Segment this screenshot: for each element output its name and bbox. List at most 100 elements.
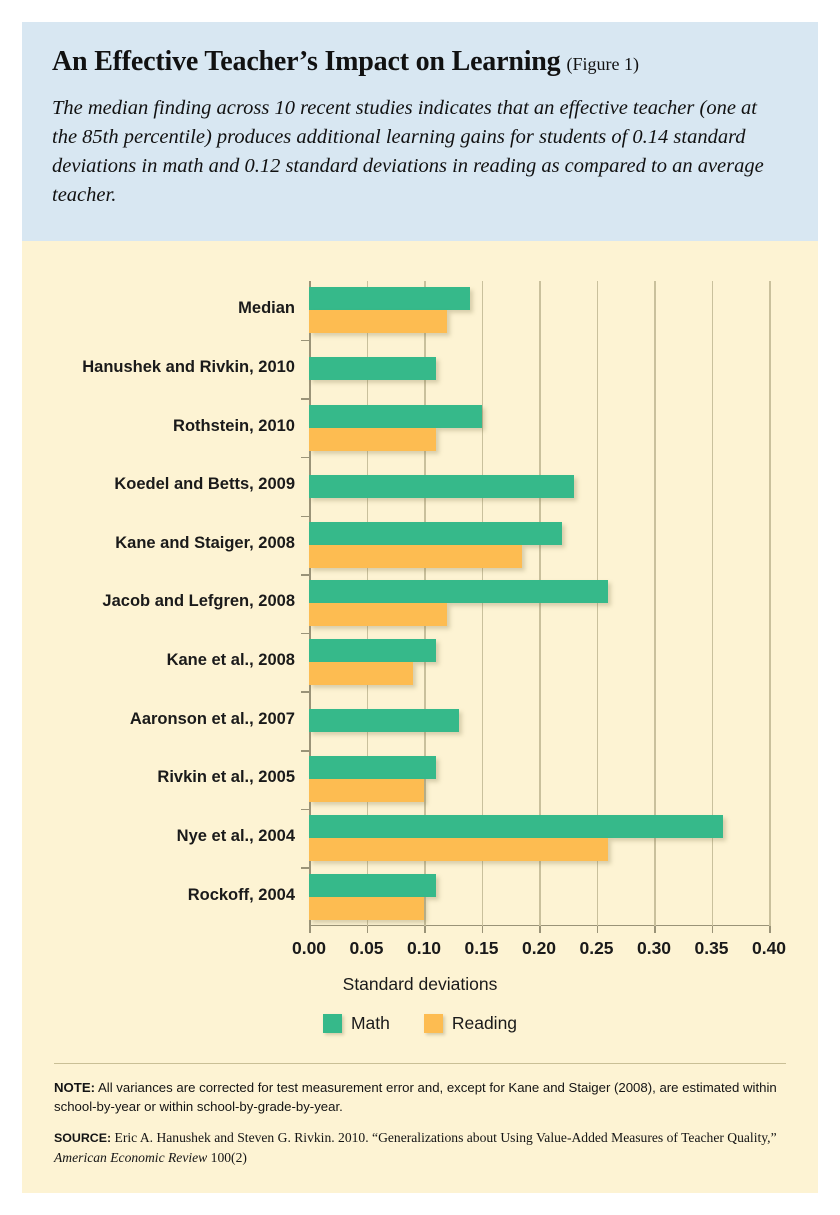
legend-item-math: Math <box>322 1013 390 1034</box>
x-tick-label: 0.20 <box>521 938 557 958</box>
footer-divider <box>54 1062 786 1064</box>
note-label: NOTE: <box>54 1079 96 1095</box>
x-tick-label: 0.00 <box>291 938 327 958</box>
x-axis-title: Standard deviations <box>342 974 498 994</box>
bar-reading <box>309 896 424 920</box>
legend-label-reading: Reading <box>451 1013 518 1033</box>
chart-row: Nye et al., 2004 <box>177 808 818 868</box>
chart-legend: Math Reading <box>22 1013 818 1034</box>
x-tick <box>596 926 598 933</box>
chart-row: Rothstein, 2010 <box>173 398 818 457</box>
category-label: Rothstein, 2010 <box>173 416 295 435</box>
bar-math <box>309 709 459 733</box>
y-tick <box>301 398 309 400</box>
bar-math <box>309 873 436 897</box>
chart-row: Jacob and Lefgren, 2008 <box>102 574 818 633</box>
category-label: Rockoff, 2004 <box>187 885 295 904</box>
category-label: Aaronson et al., 2007 <box>129 709 295 728</box>
title-text: An Effective Teacher’s Impact on Learnin… <box>52 46 561 77</box>
bar-math <box>309 474 574 498</box>
y-tick <box>301 632 309 635</box>
bar-reading <box>309 838 608 862</box>
chart-row: Hanushek and Rivkin, 2010 <box>82 339 818 399</box>
y-tick <box>301 691 309 693</box>
category-label: Rivkin et al., 2005 <box>157 768 295 787</box>
source-journal: American Economic Review <box>54 1149 208 1165</box>
chart-row: Rivkin et al., 2005 <box>157 750 818 809</box>
bar-reading <box>309 779 424 803</box>
bar-reading <box>309 662 413 686</box>
bar-math <box>309 756 436 780</box>
chart-row: Rockoff, 2004 <box>188 867 818 926</box>
x-tick <box>481 926 483 933</box>
bar-math <box>309 815 723 839</box>
legend-swatch-reading <box>423 1014 443 1033</box>
gridline <box>481 281 483 926</box>
page-title: An Effective Teacher’s Impact on Learnin… <box>52 46 788 78</box>
gridline <box>654 281 656 926</box>
bar-math <box>309 639 436 663</box>
figure-footer: NOTE: All variances are corrected for te… <box>22 1062 818 1193</box>
category-label: Kane and Staiger, 2008 <box>115 533 295 552</box>
chart-row: Median <box>238 281 818 340</box>
y-tick <box>301 808 309 811</box>
category-label: Koedel and Betts, 2009 <box>114 475 295 494</box>
category-label: Median <box>238 299 295 318</box>
x-tick <box>539 926 541 933</box>
bar-math <box>309 357 436 381</box>
figure-panel: An Effective Teacher’s Impact on Learnin… <box>22 22 818 1193</box>
bar-reading <box>309 427 436 451</box>
note-text: NOTE: All variances are corrected for te… <box>54 1078 786 1116</box>
bar-reading <box>309 544 522 568</box>
legend-label-math: Math <box>350 1013 390 1033</box>
gridline <box>711 281 713 926</box>
y-tick <box>301 750 309 752</box>
chart-row: Kane et al., 2008 <box>167 632 818 692</box>
bar-math <box>309 287 470 311</box>
x-tick-label: 0.10 <box>406 938 442 958</box>
y-tick <box>301 574 309 576</box>
gridline <box>539 281 541 926</box>
legend-item-reading: Reading <box>423 1013 518 1034</box>
source-body-1: Eric A. Hanushek and Steven G. Rivkin. 2… <box>111 1130 777 1146</box>
bar-reading <box>309 310 447 334</box>
gridline <box>769 281 771 926</box>
x-tick <box>711 926 713 933</box>
x-tick-label: 0.30 <box>636 938 672 958</box>
y-tick <box>301 339 309 342</box>
category-label: Jacob and Lefgren, 2008 <box>102 592 295 611</box>
figure-subtitle: The median finding across 10 recent stud… <box>52 97 764 207</box>
bar-math <box>309 580 608 604</box>
x-tick-label: 0.35 <box>694 938 729 958</box>
category-label: Hanushek and Rivkin, 2010 <box>82 357 295 376</box>
y-tick <box>301 515 309 518</box>
chart-row: Kane and Staiger, 2008 <box>115 515 818 575</box>
figure-header: An Effective Teacher’s Impact on Learnin… <box>22 22 818 241</box>
x-tick-label: 0.40 <box>751 938 787 958</box>
y-tick <box>301 867 309 869</box>
x-tick-label: 0.15 <box>464 938 499 958</box>
x-tick <box>769 926 771 933</box>
chart-row: Aaronson et al., 2007 <box>130 691 818 750</box>
chart-area: Median Hanushek and Rivkin, 2010 Rothstein… <box>22 241 818 1041</box>
x-tick <box>309 926 311 933</box>
chart-row: Koedel and Betts, 2009 <box>114 456 818 516</box>
source-body-2: 100(2) <box>207 1149 247 1165</box>
legend-swatch-math <box>322 1014 342 1033</box>
source-text: SOURCE: Eric A. Hanushek and Steven G. R… <box>54 1128 786 1167</box>
category-label: Nye et al., 2004 <box>176 827 295 846</box>
x-tick <box>366 926 368 933</box>
figure-number: (Figure 1) <box>566 54 639 74</box>
bar-reading <box>309 603 447 627</box>
y-tick <box>301 456 309 459</box>
bar-math <box>309 404 482 428</box>
x-tick <box>654 926 656 933</box>
x-tick <box>424 926 426 933</box>
category-label: Kane et al., 2008 <box>166 651 295 670</box>
plot-region: Median Hanushek and Rivkin, 2010 Rothstein… <box>82 281 771 933</box>
bar-math <box>309 521 562 545</box>
source-label: SOURCE: <box>54 1131 112 1146</box>
x-tick-label: 0.25 <box>579 938 614 958</box>
note-body: All variances are corrected for test mea… <box>54 1079 777 1114</box>
gridline <box>596 281 598 926</box>
